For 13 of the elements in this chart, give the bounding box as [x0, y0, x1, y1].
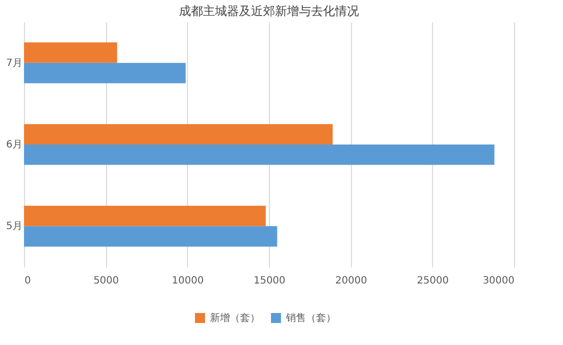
y-tick-label: 6月: [6, 140, 22, 150]
x-tick-label: 10000: [172, 276, 204, 286]
x-tick-label: 0: [24, 276, 31, 286]
x-tick-label: 25000: [416, 276, 449, 286]
legend-label: 新增（套）: [210, 312, 260, 324]
x-tick-label: 20000: [335, 276, 368, 286]
y-tick-label: 5月: [6, 221, 22, 232]
legend-label: 销售（套）: [285, 312, 336, 324]
x-tick-label: 15000: [254, 276, 286, 286]
x-tick-label: 5000: [93, 276, 119, 286]
y-tick-label: 7月: [6, 58, 22, 69]
x-tick-label: 30000: [482, 276, 514, 286]
chart-title: 成都主城器及近郊新增与去化情况: [179, 4, 359, 18]
